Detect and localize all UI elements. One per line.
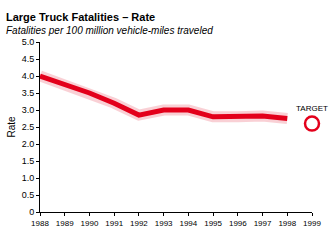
svg-text:Large Truck Fatalities – Rate: Large Truck Fatalities – Rate bbox=[6, 11, 155, 23]
svg-text:1988: 1988 bbox=[31, 219, 49, 228]
svg-text:1999: 1999 bbox=[303, 219, 321, 228]
svg-text:2.0: 2.0 bbox=[22, 139, 35, 149]
svg-text:0.5: 0.5 bbox=[22, 190, 35, 200]
svg-text:1998: 1998 bbox=[278, 219, 296, 228]
svg-text:1993: 1993 bbox=[155, 219, 173, 228]
svg-text:1997: 1997 bbox=[254, 219, 272, 228]
svg-text:0: 0 bbox=[29, 207, 34, 217]
svg-text:1992: 1992 bbox=[130, 219, 148, 228]
svg-text:4.5: 4.5 bbox=[22, 54, 35, 64]
svg-text:1989: 1989 bbox=[56, 219, 74, 228]
svg-text:2.5: 2.5 bbox=[22, 122, 35, 132]
svg-text:1.5: 1.5 bbox=[22, 156, 35, 166]
svg-text:5.0: 5.0 bbox=[22, 37, 35, 47]
svg-text:Fatalities per 100 million veh: Fatalities per 100 million vehicle-miles… bbox=[6, 25, 213, 36]
svg-text:3.5: 3.5 bbox=[22, 88, 35, 98]
svg-text:Rate: Rate bbox=[6, 116, 17, 138]
svg-text:1990: 1990 bbox=[81, 219, 99, 228]
svg-text:1991: 1991 bbox=[105, 219, 123, 228]
svg-text:1.0: 1.0 bbox=[22, 173, 35, 183]
svg-text:1994: 1994 bbox=[179, 219, 197, 228]
svg-text:TARGET: TARGET bbox=[296, 104, 328, 113]
svg-text:1996: 1996 bbox=[229, 219, 247, 228]
svg-text:3.0: 3.0 bbox=[22, 105, 35, 115]
svg-text:1995: 1995 bbox=[204, 219, 222, 228]
svg-text:4.0: 4.0 bbox=[22, 71, 35, 81]
